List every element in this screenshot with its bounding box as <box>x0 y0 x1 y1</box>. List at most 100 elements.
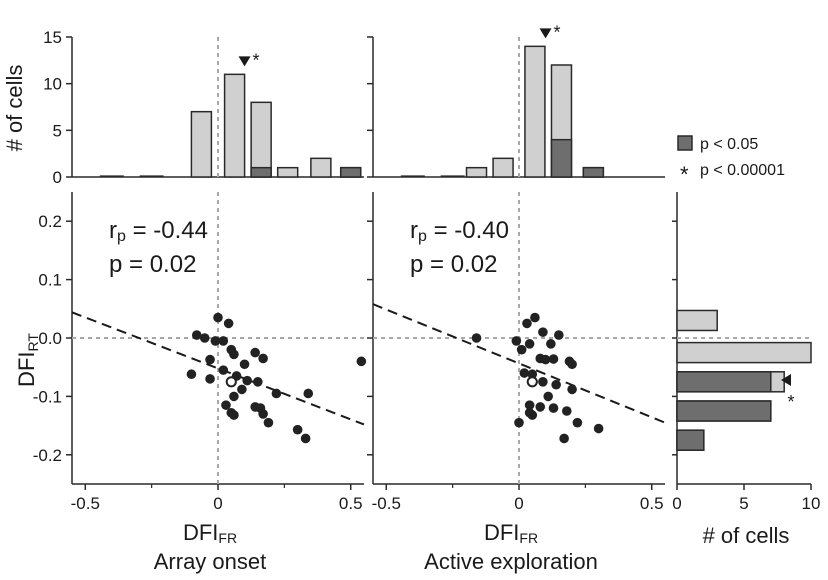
r-value: = -0.44 <box>126 217 208 244</box>
r-stat: rp = -0.40 <box>410 217 509 245</box>
data-point <box>205 354 215 365</box>
right-histogram: 0 5 10 * <box>672 192 820 513</box>
data-point <box>535 402 546 412</box>
right-hist-bar-significant <box>676 371 772 393</box>
data-point <box>303 388 314 399</box>
data-point <box>522 318 532 329</box>
x-tick-label: -0.5 <box>71 494 100 513</box>
x-tick-label: 0 <box>213 494 222 513</box>
data-point <box>548 354 559 364</box>
y-tick-label: 0.1 <box>38 271 62 290</box>
median-point <box>526 376 538 388</box>
median-marker-star: * <box>554 22 561 42</box>
data-point <box>263 417 274 428</box>
data-point <box>205 374 215 384</box>
data-point <box>524 400 535 410</box>
y-tick-label: 0.2 <box>38 212 62 231</box>
legend-sig-swatch <box>677 135 693 151</box>
regression-line <box>372 303 666 424</box>
legend-sig-label: p < 0.05 <box>700 136 758 153</box>
y-axis-label: DFIRT <box>14 333 41 387</box>
data-point <box>471 333 482 343</box>
hist-bar <box>190 110 213 178</box>
data-point <box>514 417 524 428</box>
hist-y-tick-label: 15 <box>43 28 62 47</box>
data-point <box>561 406 572 416</box>
data-point <box>271 388 282 399</box>
panel-title: Array onset <box>154 549 267 574</box>
hist-bar-significant <box>339 166 362 178</box>
data-point <box>356 356 367 367</box>
data-point <box>567 384 577 395</box>
data-point <box>229 410 239 420</box>
data-point <box>253 377 263 387</box>
right-hist-x-label: # of cells <box>703 523 790 548</box>
data-point <box>524 339 535 349</box>
r-stat: rp = -0.44 <box>109 217 208 245</box>
hist-bar <box>223 73 246 178</box>
data-point <box>593 423 604 434</box>
y-axis-label-sub: RT <box>25 333 41 352</box>
x-axis-label-sub: FR <box>218 530 237 546</box>
r-subscript: p <box>418 228 427 245</box>
data-point <box>221 400 231 410</box>
data-point <box>572 417 583 428</box>
right-hist-x-tick-label: 0 <box>672 494 681 513</box>
hist-y-tick-label: 10 <box>43 75 62 94</box>
data-point <box>199 333 210 343</box>
data-point <box>546 339 556 349</box>
hist-bar-significant <box>250 166 272 178</box>
data-point <box>292 424 303 435</box>
data-point <box>554 330 564 340</box>
r-symbol: r <box>410 217 418 244</box>
data-point <box>538 377 548 387</box>
x-tick-label: 0 <box>514 494 523 513</box>
y-tick-label: 0.0 <box>38 329 62 348</box>
data-point <box>540 354 551 365</box>
right-median-marker-star: * <box>787 392 794 412</box>
y-axis-label-text: DFIRT <box>14 333 41 387</box>
data-point <box>527 369 538 380</box>
panels-layer: 0.20.10.0-0.1-0.2-0.5 0 0.5rp = -0.44p = 0… <box>33 22 821 574</box>
panel-1: -0.5 0 0.5 rp = -0.40 p = 0.02 DFIFR Active ex… <box>367 22 666 574</box>
p-stat: p = 0.02 <box>109 251 196 278</box>
data-point <box>191 330 202 340</box>
legend-star-symbol: * <box>680 162 689 187</box>
data-point <box>223 318 234 329</box>
x-axis-label: DFIFR <box>183 520 237 546</box>
x-tick-label: 0.5 <box>640 494 664 513</box>
data-point <box>210 336 221 346</box>
data-point <box>530 312 540 323</box>
r-subscript: p <box>117 228 126 245</box>
data-point <box>250 347 260 358</box>
y-axis-label-main: DFI <box>14 351 39 386</box>
data-point <box>519 368 530 378</box>
hist-bar <box>492 157 514 178</box>
regression-line <box>71 311 365 426</box>
x-axis-label-main: DFI <box>484 520 519 545</box>
y-tick-label: -0.1 <box>33 387 62 406</box>
hist-y-tick-label: 0 <box>53 168 62 187</box>
r-symbol: r <box>109 217 117 244</box>
right-median-marker-triangle <box>781 374 791 387</box>
hist-y-axis-label: # of cells <box>2 65 27 152</box>
hist-bar-significant <box>582 166 605 178</box>
median-marker-triangle <box>238 56 251 67</box>
x-tick-label: 0.5 <box>339 494 363 513</box>
p-stat: p = 0.02 <box>410 251 497 278</box>
right-hist-bar <box>676 309 718 332</box>
hist-bar <box>310 157 332 178</box>
hist-y-tick-label: 5 <box>53 121 62 140</box>
panel-title: Active exploration <box>424 549 598 574</box>
legend: p < 0.05 * p < 0.00001 <box>677 135 785 187</box>
data-point <box>548 403 559 413</box>
data-point <box>239 359 250 370</box>
panel-0: 0.2 0.1 0.0 -0.1 -0.2 -0.5 0 0.5 rp = -0.44 p = 0… <box>33 28 367 574</box>
hist-bar <box>250 101 272 178</box>
right-hist-bar-significant <box>676 400 772 422</box>
hist-bar-significant <box>550 138 573 178</box>
x-tick-label: -0.5 <box>372 494 401 513</box>
data-point <box>258 409 268 419</box>
x-axis-label: DFIFR <box>484 520 538 546</box>
